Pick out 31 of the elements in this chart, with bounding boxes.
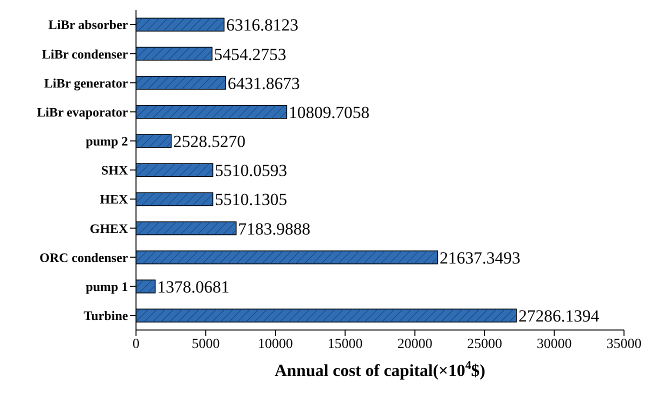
y-tick-label: LiBr absorber — [48, 17, 128, 32]
data-label: 10809.7058 — [288, 102, 370, 122]
data-label: 6316.8123 — [226, 16, 298, 35]
y-tick-label: pump 2 — [86, 134, 128, 149]
x-axis-title: Annual cost of capital(×10$^{4}$$) — [274, 358, 486, 380]
y-tick-label: SHX — [101, 162, 129, 178]
y-tick-label: LiBr condenser — [42, 46, 128, 62]
y-tick-label: pump 1 — [86, 278, 128, 294]
data-label: 6431.8673 — [228, 74, 300, 93]
x-tick-label: 30000 — [536, 336, 572, 352]
data-label: 1378.0681 — [157, 278, 230, 296]
x-tick-label: 20000 — [397, 336, 432, 352]
data-label: 2528.5270 — [173, 132, 246, 152]
y-tick-label: GHEX — [90, 220, 129, 236]
data-label: 5510.0593 — [214, 161, 288, 180]
x-tick-label: 35000 — [606, 336, 642, 352]
x-tick-label: 15000 — [328, 336, 363, 352]
x-tick-label: 10000 — [258, 336, 293, 352]
y-tick-label: HEX — [100, 192, 129, 207]
x-tick-label: 25000 — [467, 336, 502, 352]
x-tick-label: 0 — [132, 336, 140, 352]
y-tick-label: Turbine — [84, 308, 128, 324]
y-tick-label: ORC condenser — [40, 250, 128, 265]
data-label: 5454.2753 — [214, 44, 286, 64]
y-tick-label: LiBr generator — [44, 75, 128, 90]
data-label: 7183.9888 — [238, 219, 310, 238]
data-label: 5510.1305 — [214, 190, 288, 210]
data-label: 21637.3493 — [440, 248, 520, 268]
x-tick-label: 5000 — [192, 336, 220, 352]
y-tick-label: LiBr evaporator — [36, 104, 128, 120]
data-label: 27286.1394 — [518, 306, 600, 326]
